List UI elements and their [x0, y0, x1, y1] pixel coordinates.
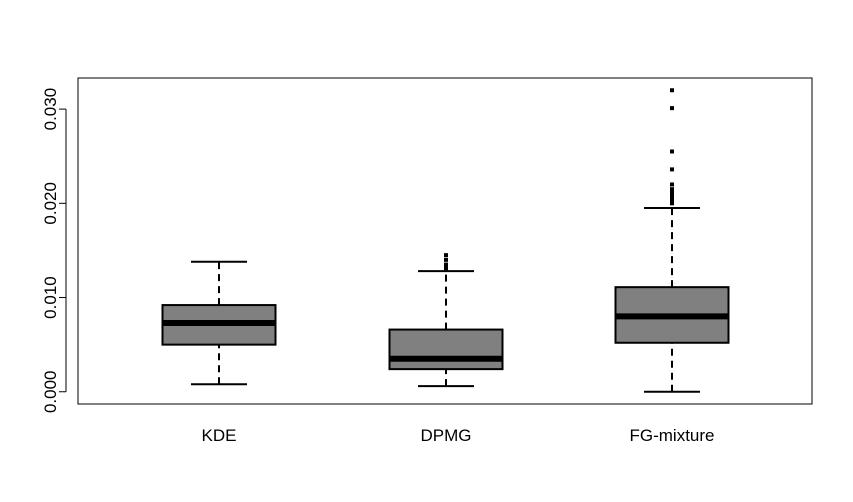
y-tick-label: 0.020	[41, 182, 60, 225]
outlier-point	[670, 149, 674, 154]
y-axis: 0.000 0.010 0.020 0.030	[41, 88, 67, 413]
outlier-point	[670, 88, 674, 93]
outlier-point	[444, 262, 448, 267]
outlier-point	[670, 198, 674, 203]
y-tick-label: 0.030	[41, 88, 60, 131]
y-tick-label: 0.000	[41, 370, 60, 413]
outlier-point	[670, 201, 674, 206]
outlier-point	[670, 187, 674, 192]
outlier-point	[670, 194, 674, 199]
x-tick-label: FG-mixture	[630, 426, 715, 445]
box-dpmg	[388, 253, 504, 388]
outlier-point	[444, 266, 448, 271]
outlier-point	[444, 253, 448, 258]
outlier-point	[670, 106, 674, 111]
outlier-point	[444, 257, 448, 262]
boxes-layer	[161, 88, 730, 393]
outlier-point	[670, 167, 674, 172]
x-axis: KDE DPMG FG-mixture	[202, 426, 715, 445]
plot-frame	[77, 77, 813, 405]
x-tick-label: DPMG	[421, 426, 472, 445]
box-kde	[161, 260, 277, 386]
outlier-point	[670, 182, 674, 187]
iqr-box	[388, 328, 504, 371]
outlier-point	[670, 190, 674, 195]
y-tick-label: 0.010	[41, 276, 60, 319]
x-tick-label: KDE	[202, 426, 237, 445]
box-fg-mixture	[614, 88, 730, 393]
